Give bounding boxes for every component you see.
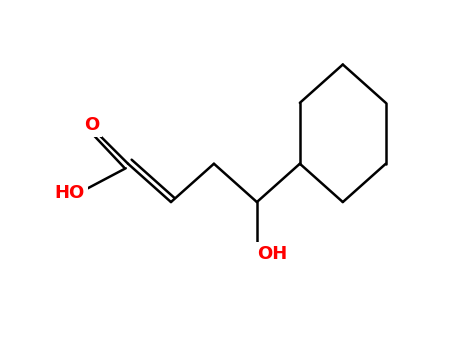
Text: O: O	[84, 117, 100, 134]
Text: HO: HO	[55, 184, 85, 202]
Text: OH: OH	[257, 245, 287, 263]
